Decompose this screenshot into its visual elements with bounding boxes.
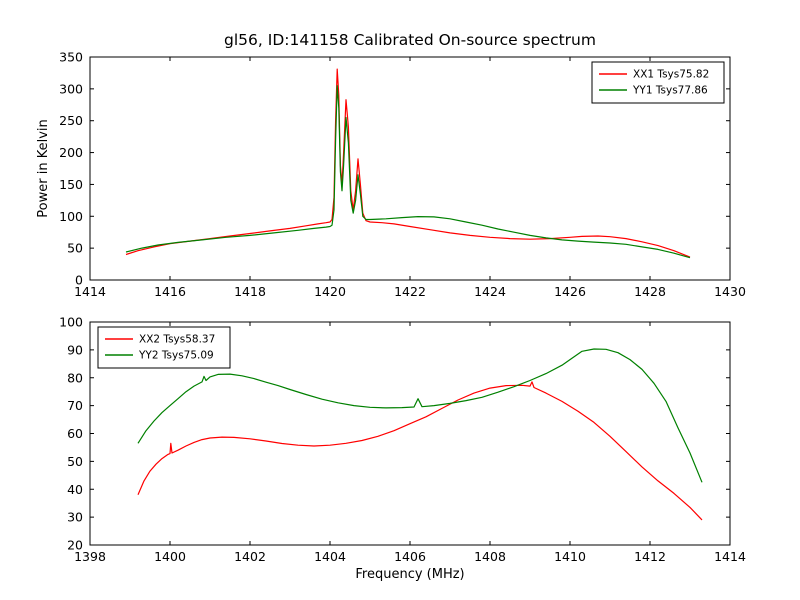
x-tick-label: 1424 [474, 284, 506, 299]
y-tick-label: 80 [67, 370, 83, 385]
x-tick-label: 1416 [154, 284, 186, 299]
y-tick-label: 60 [67, 426, 83, 441]
x-tick-label: 1414 [714, 549, 746, 564]
x-tick-label: 1398 [74, 549, 106, 564]
y-axis-label: Power in Kelvin [36, 119, 51, 217]
x-tick-label: 1422 [394, 284, 426, 299]
series-line-yy1 [125, 85, 691, 259]
x-tick-label: 1412 [634, 549, 666, 564]
x-tick-label: 1418 [234, 284, 266, 299]
legend-box [591, 61, 725, 104]
series-line-yy2 [137, 348, 703, 483]
y-tick-label: 70 [67, 398, 83, 413]
x-tick-label: 1402 [234, 549, 266, 564]
y-tick-label: 100 [59, 209, 83, 224]
x-axis-label: Frequency (MHz) [355, 567, 464, 582]
x-tick-label: 1404 [314, 549, 346, 564]
y-tick-label: 0 [75, 273, 83, 288]
y-tick-label: 300 [59, 81, 83, 96]
x-tick-label: 1406 [394, 549, 426, 564]
legend-label: YY1 Tsys77.86 [632, 85, 708, 97]
legend-label: XX2 Tsys58.37 [139, 334, 215, 346]
subplot-bottom: 1398 1400 1402 1404 1406 1408 1410 1412 1414 20 30… [59, 315, 746, 583]
y-tick-label: 100 [59, 315, 83, 330]
plot-title: gl56, ID:141158 Calibrated On-source spe… [224, 31, 596, 49]
subplot-top: 1414 1416 1418 1420 1422 1424 1426 1428 1430 0 50 1… [36, 31, 746, 299]
legend: XX2 Tsys58.37 YY2 Tsys75.09 [97, 326, 231, 369]
y-tick-label: 250 [59, 113, 83, 128]
legend-label: XX1 Tsys75.82 [633, 69, 709, 81]
legend-box [97, 326, 231, 369]
series-line-xx2 [137, 381, 703, 521]
x-tick-label: 1430 [714, 284, 746, 299]
y-tick-label: 20 [67, 538, 83, 553]
y-tick-label: 200 [59, 145, 83, 160]
x-tick-label: 1408 [474, 549, 506, 564]
y-tick-label: 40 [67, 482, 83, 497]
x-tick-label: 1428 [634, 284, 666, 299]
legend: XX1 Tsys75.82 YY1 Tsys77.86 [591, 61, 725, 104]
x-tick-label: 1420 [314, 284, 346, 299]
y-tick-label: 30 [67, 510, 83, 525]
legend-label: YY2 Tsys75.09 [138, 350, 214, 362]
x-tick-label: 1410 [554, 549, 586, 564]
x-tick-label: 1414 [74, 284, 106, 299]
x-tick-label: 1426 [554, 284, 586, 299]
y-tick-label: 350 [59, 50, 83, 65]
y-tick-label: 50 [67, 454, 83, 469]
y-tick-label: 90 [67, 342, 83, 357]
y-tick-label: 50 [67, 241, 83, 256]
y-tick-label: 150 [59, 177, 83, 192]
x-tick-label: 1400 [154, 549, 186, 564]
